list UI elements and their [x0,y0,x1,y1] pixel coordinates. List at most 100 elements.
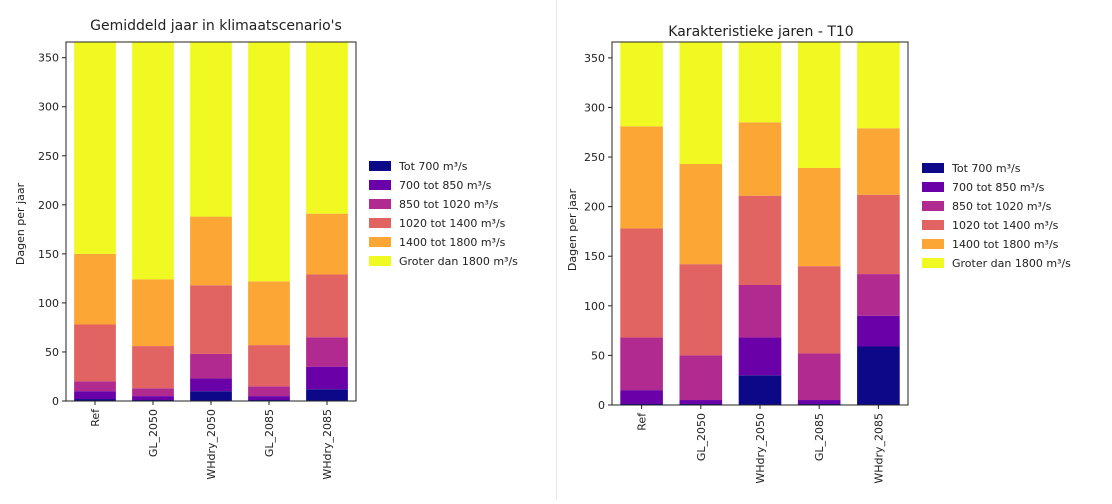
y-tick-label: 0 [598,399,605,412]
bar-segment [306,389,348,401]
bar-segment [679,400,723,405]
bar-segment [620,126,663,229]
y-tick-label: 300 [38,101,59,114]
bar-segment [190,285,232,354]
bar-segment [738,337,782,376]
y-tick-label: 300 [584,101,605,114]
legend-swatch [369,237,391,247]
bar-segment [679,264,723,356]
y-tick-label: 50 [45,346,59,359]
y-tick-label: 350 [38,52,59,65]
legend-label: 1400 tot 1800 m³/s [952,238,1059,251]
y-tick-label: 100 [38,297,59,310]
x-tick-label: WHdry_2050 [205,409,218,480]
bar-segment [74,253,116,325]
bar-segment [248,42,290,282]
legend-label: 850 tot 1020 m³/s [952,200,1052,213]
legend-label: Tot 700 m³/s [951,162,1021,175]
x-tick-label: Ref [89,408,102,427]
y-tick-label: 200 [38,199,59,212]
y-tick-label: 0 [52,395,59,408]
bar-segment [857,274,900,316]
y-tick-label: 250 [38,150,59,163]
bar-segment [190,42,232,217]
legend-label: 1400 tot 1800 m³/s [399,236,506,249]
y-tick-label: 350 [584,52,605,65]
bar-segment [857,42,900,129]
y-tick-label: 100 [584,300,605,313]
bar-segment [132,388,174,397]
x-tick-label: GL_2050 [147,409,160,457]
legend-label: 700 tot 850 m³/s [399,179,492,192]
legend-swatch [369,256,391,266]
bar-segment [620,390,663,405]
panel-divider [556,0,557,500]
legend-swatch [922,258,944,268]
bar-segment [797,167,841,267]
y-tick-label: 150 [38,248,59,261]
axes-frame [65,41,357,402]
bar-segment [190,378,232,392]
y-axis-label: Dagen per jaar [14,182,27,265]
legend-swatch [369,199,391,209]
bar-segment [190,391,232,401]
bar-segment [306,274,348,338]
x-tick-label: WHdry_2085 [872,413,885,484]
bar-segment [620,228,663,338]
legend-label: 850 tot 1020 m³/s [399,198,499,211]
y-tick-label: 200 [584,201,605,214]
x-tick-label: GL_2085 [263,409,276,457]
legend-swatch [922,239,944,249]
bar-segment [248,281,290,346]
chart-panel-right: Karakteristieke jaren - T10 Dagen per ja… [556,0,1112,500]
axes-frame [611,41,909,406]
bar-segment [797,42,841,168]
bar-segment [857,194,900,275]
chart-left: Gemiddeld jaar in klimaatscenario's Dage… [14,18,518,480]
legend-label: Groter dan 1800 m³/s [952,257,1071,270]
chart-title: Karakteristieke jaren - T10 [668,24,853,40]
bar-segment [190,216,232,286]
y-tick-label: 50 [591,349,605,362]
bar-segment [306,213,348,275]
bar-segment [74,42,116,254]
bar-segment [306,42,348,214]
bar-segment [132,346,174,389]
bar-segment [797,266,841,354]
bar-segment [248,396,290,401]
legend-swatch [369,218,391,228]
bar-segment [679,355,723,401]
bar-segment [857,128,900,195]
bar-segment [797,353,841,401]
legend-label: 1020 tot 1400 m³/s [399,217,506,230]
bar-segment [797,400,841,405]
bar-segment [132,396,174,401]
bar-segment [679,163,723,265]
legend-swatch [922,201,944,211]
bar-segment [620,42,663,127]
legend-swatch [922,182,944,192]
bar-segment [738,195,782,285]
bar-segment [74,391,116,400]
legend-swatch [369,161,391,171]
bar-segment [620,337,663,391]
legend-swatch [922,220,944,230]
bar-segment [857,315,900,347]
bar-segment [738,375,782,405]
bar-segment [74,324,116,382]
legend-label: Tot 700 m³/s [398,160,468,173]
legend-label: 700 tot 850 m³/s [952,181,1045,194]
x-tick-label: GL_2050 [695,413,708,461]
y-tick-label: 250 [584,151,605,164]
y-tick-label: 150 [584,250,605,263]
legend-swatch [369,180,391,190]
legend-label: Groter dan 1800 m³/s [399,255,518,268]
bar-segment [738,284,782,338]
chart-panel-left: Gemiddeld jaar in klimaatscenario's Dage… [0,0,556,500]
bar-segment [738,122,782,196]
y-axis-label: Dagen per jaar [566,188,579,271]
x-tick-label: WHdry_2085 [321,409,334,480]
bar-segment [132,279,174,347]
chart-title: Gemiddeld jaar in klimaatscenario's [90,18,342,34]
bar-segment [190,353,232,379]
